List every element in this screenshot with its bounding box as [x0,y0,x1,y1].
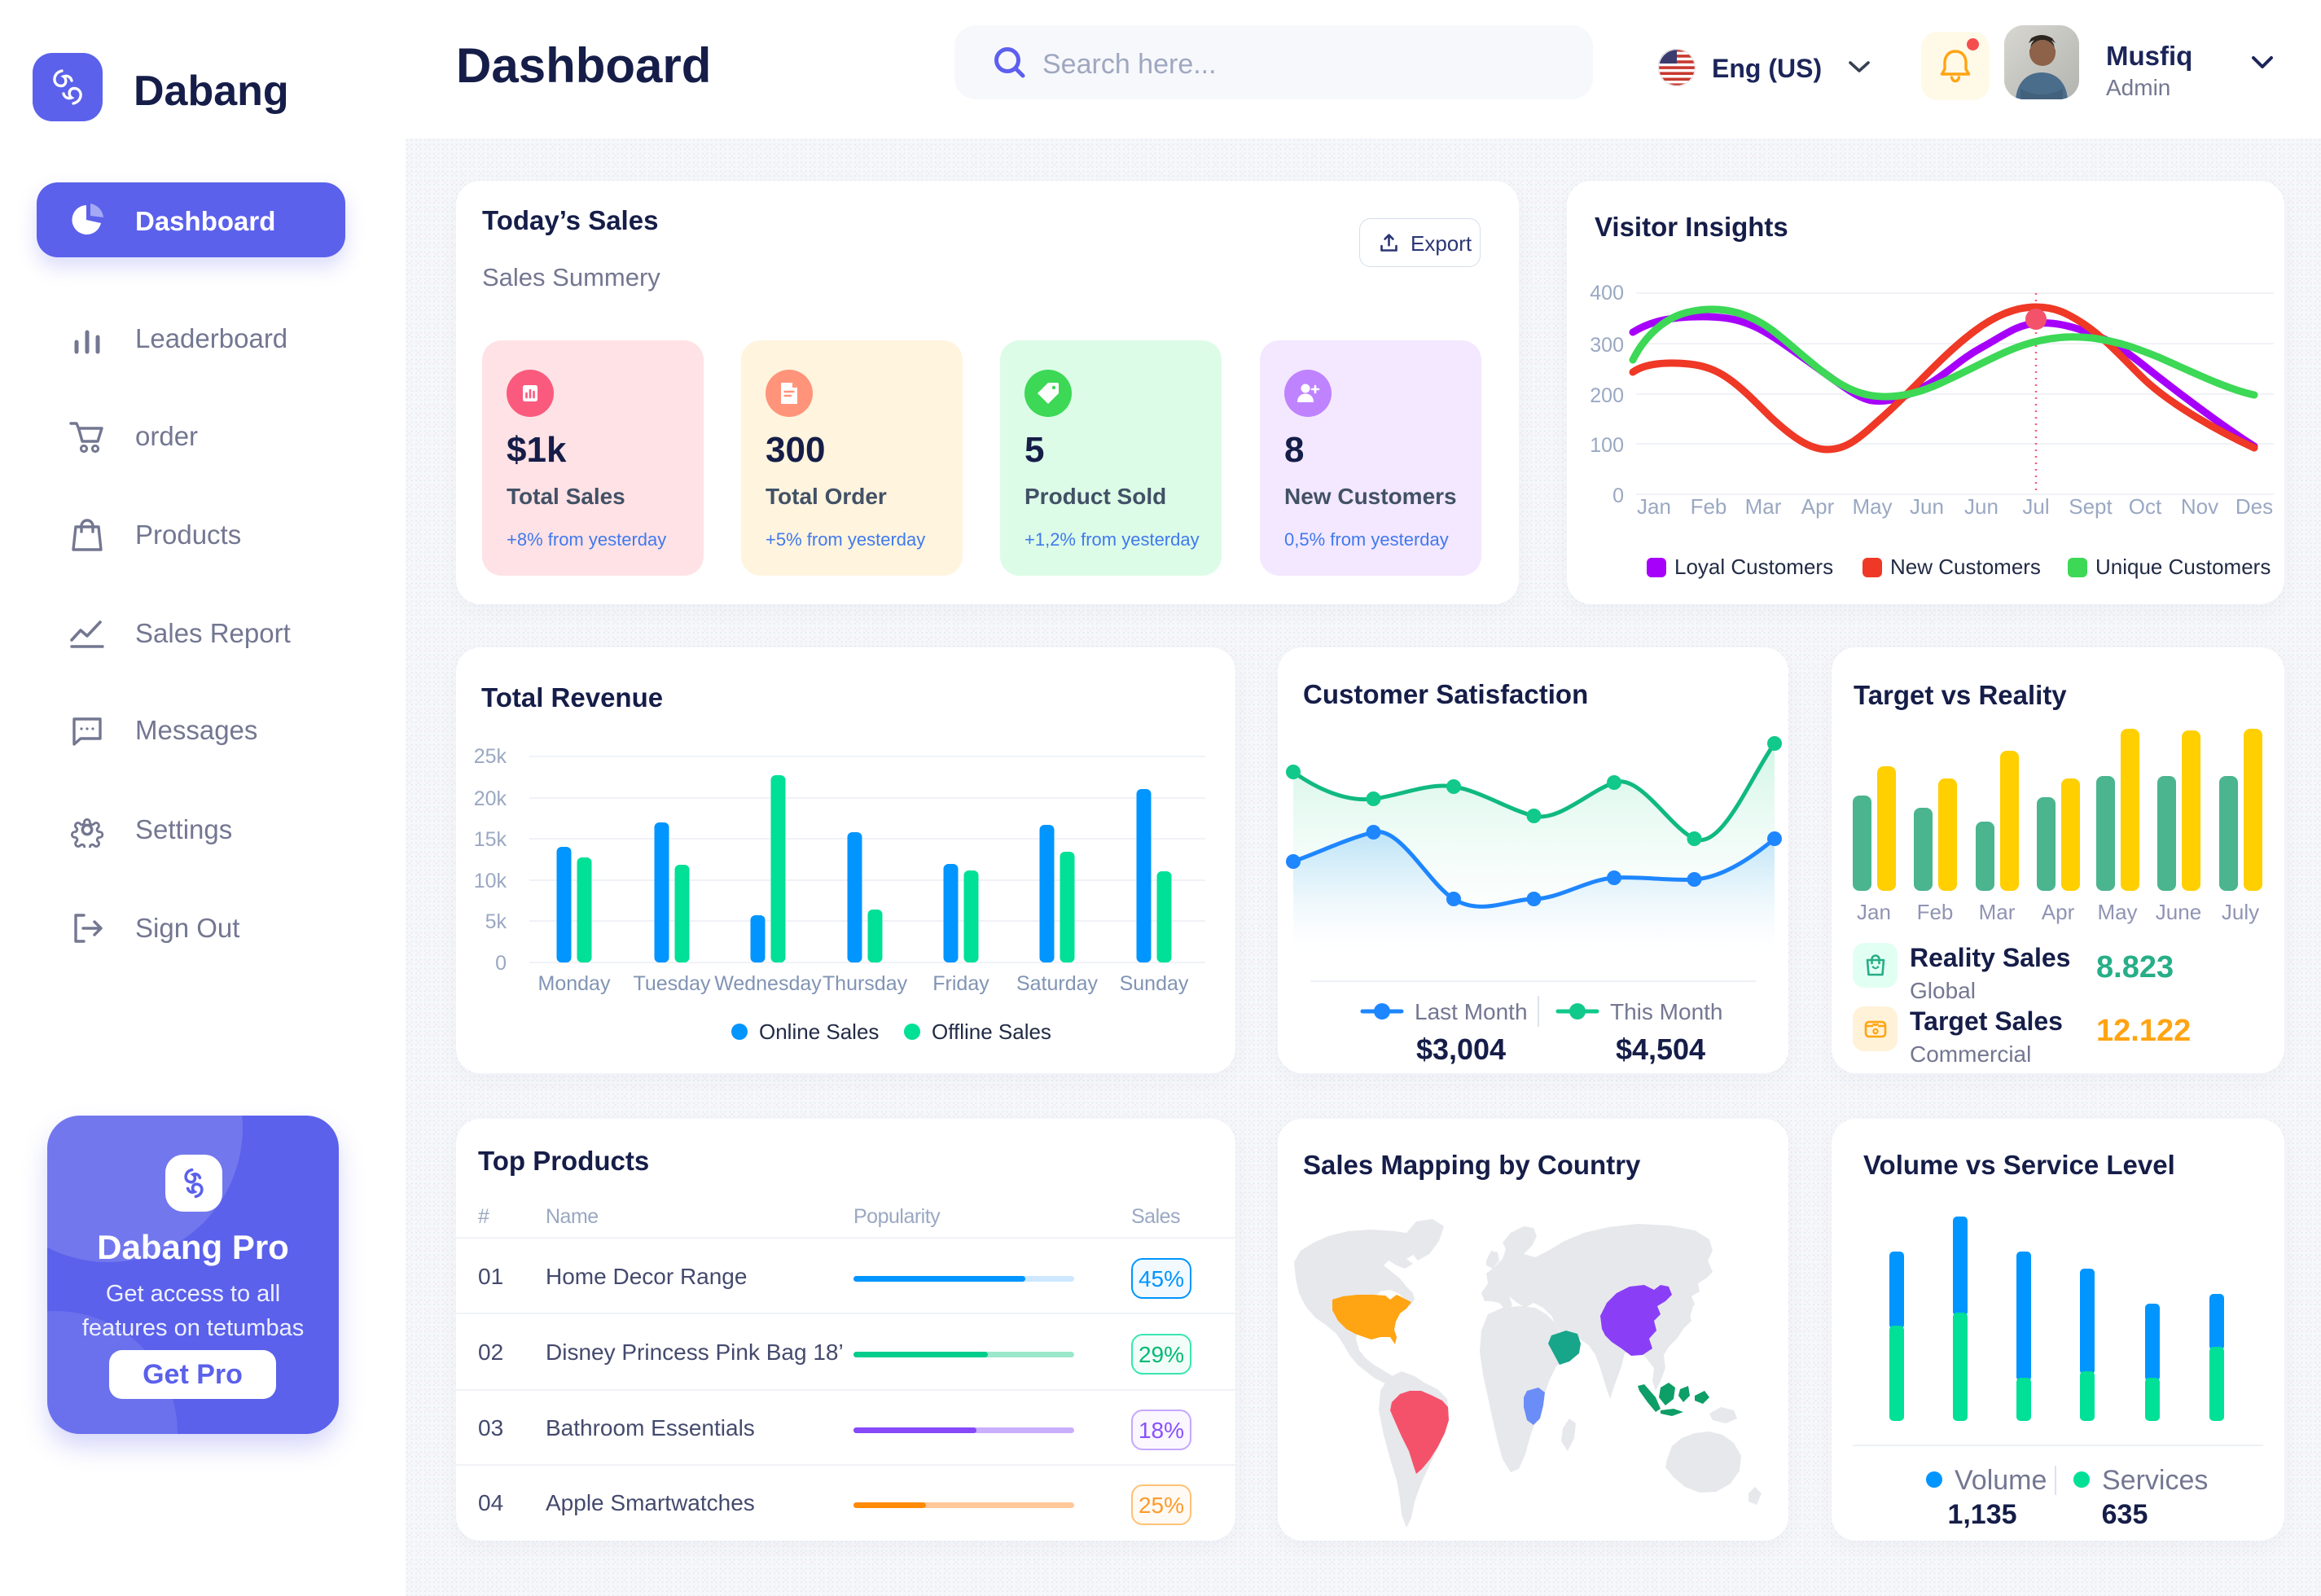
svg-text:Feb: Feb [1691,494,1727,519]
svg-text:Last Month: Last Month [1415,999,1528,1024]
svg-text:0: 0 [495,952,507,975]
svg-text:10k: 10k [474,870,507,892]
svg-text:May: May [2097,900,2137,924]
svg-text:$4,504: $4,504 [1616,1033,1705,1066]
svg-text:Wednesday: Wednesday [714,972,822,995]
svg-text:Jun: Jun [1964,494,1999,519]
svg-text:New Customers: New Customers [1890,555,2041,579]
svg-text:635: 635 [2102,1499,2148,1530]
svg-text:Sunday: Sunday [1120,972,1189,995]
svg-text:Monday: Monday [538,972,611,995]
svg-text:Feb: Feb [1917,900,1954,924]
svg-text:25k: 25k [474,745,507,768]
svg-text:200: 200 [1590,384,1624,407]
svg-text:Apr: Apr [1801,494,1835,519]
svg-text:Jun: Jun [1910,494,1944,519]
svg-text:Tuesday: Tuesday [634,972,711,995]
svg-text:July: July [2222,900,2259,924]
svg-text:15k: 15k [474,828,507,851]
svg-text:20k: 20k [474,787,507,810]
svg-text:Nov: Nov [2181,494,2218,519]
svg-text:Sept: Sept [2069,494,2113,519]
svg-text:May: May [1852,494,1892,519]
svg-text:100: 100 [1590,434,1624,457]
svg-text:Offline Sales: Offline Sales [932,1019,1051,1044]
svg-text:Saturday: Saturday [1016,972,1099,995]
svg-text:Friday: Friday [932,972,989,995]
svg-text:Volume: Volume [1955,1465,2047,1496]
svg-text:Apr: Apr [2042,900,2075,924]
svg-text:Mar: Mar [1979,900,2016,924]
svg-text:This Month: This Month [1610,999,1723,1024]
svg-text:Jan: Jan [1857,900,1891,924]
svg-text:Online Sales: Online Sales [759,1019,879,1044]
svg-text:Des: Des [2235,494,2273,519]
svg-text:5k: 5k [485,910,507,933]
svg-text:1,135: 1,135 [1947,1499,2016,1530]
svg-text:Jul: Jul [2022,494,2049,519]
svg-text:Loyal Customers: Loyal Customers [1674,555,1833,579]
svg-text:Services: Services [2102,1465,2208,1496]
svg-text:Thursday: Thursday [823,972,908,995]
svg-text:Mar: Mar [1745,494,1782,519]
svg-text:June: June [2156,900,2201,924]
svg-text:400: 400 [1590,282,1624,305]
svg-text:$3,004: $3,004 [1416,1033,1506,1066]
svg-text:300: 300 [1590,334,1624,357]
svg-text:Jan: Jan [1637,494,1671,519]
svg-text:0: 0 [1612,484,1624,507]
svg-text:Unique Customers: Unique Customers [2095,555,2271,579]
svg-text:Oct: Oct [2129,494,2162,519]
